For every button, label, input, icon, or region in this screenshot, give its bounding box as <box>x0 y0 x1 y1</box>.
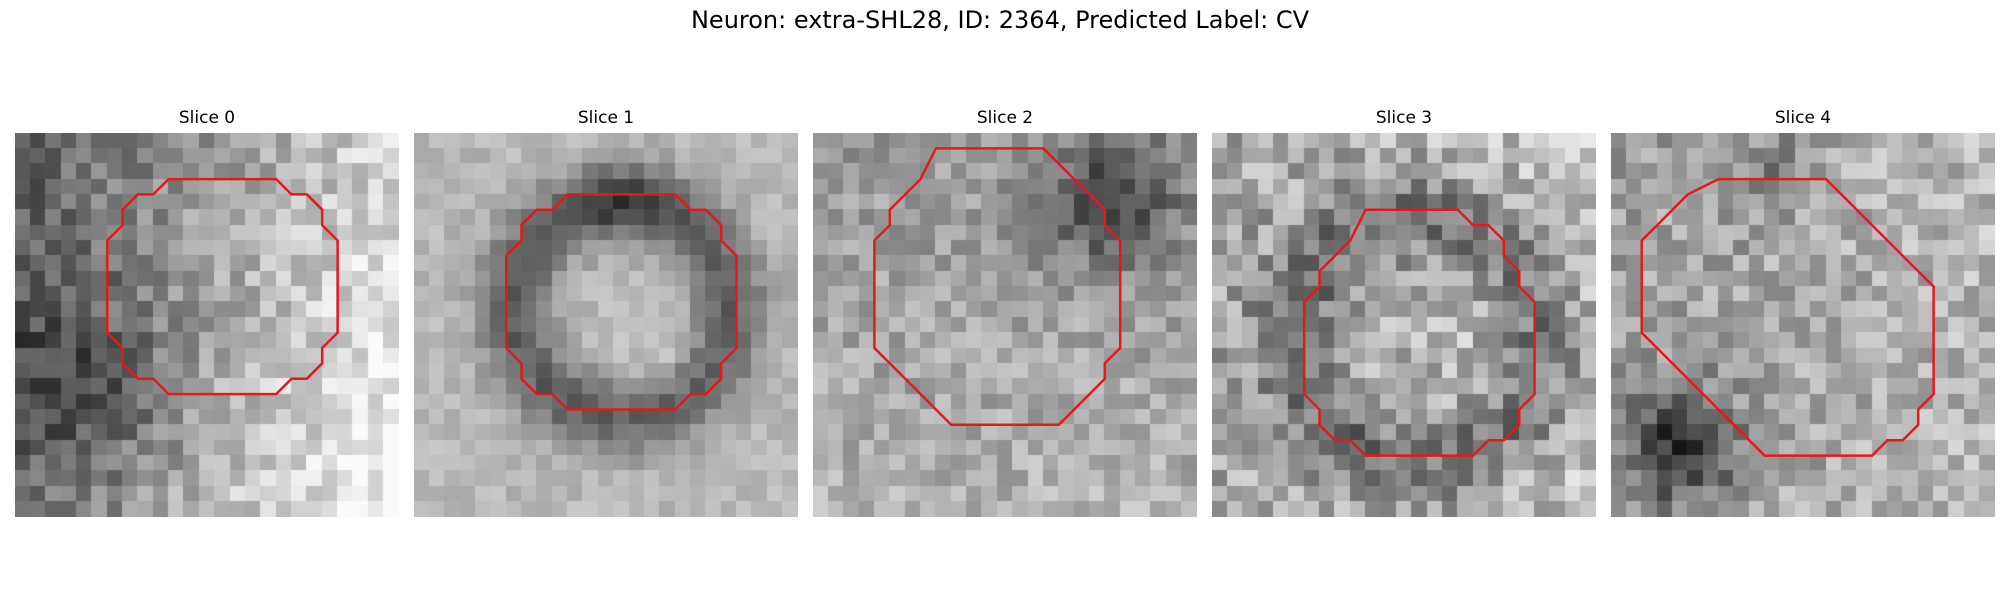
slice-1-contour <box>504 193 738 411</box>
contour-outline <box>504 193 738 411</box>
slice-title-2: Slice 2 <box>976 108 1034 128</box>
slice-2-pixels <box>813 133 1197 517</box>
slice-0-contour <box>105 177 339 396</box>
slice-image-1 <box>414 133 798 517</box>
slice-3-pixels <box>1212 133 1596 517</box>
contour-outline <box>1640 177 1935 457</box>
slice-image-0 <box>15 133 399 517</box>
slice-title-4: Slice 4 <box>1774 108 1832 128</box>
slice-image-4 <box>1611 133 1995 517</box>
slice-image-2 <box>813 133 1197 517</box>
slice-1-pixels <box>414 133 798 517</box>
contour-outline <box>873 147 1122 427</box>
slice-4-pixels <box>1611 133 1995 517</box>
slice-3-contour <box>1302 208 1536 457</box>
slice-title-3: Slice 3 <box>1375 108 1433 128</box>
contour-outline <box>1302 208 1536 457</box>
figure-title: Neuron: extra-SHL28, ID: 2364, Predicted… <box>690 6 1310 34</box>
slice-image-3 <box>1212 133 1596 517</box>
slice-0-pixels <box>15 133 399 517</box>
contour-outline <box>105 177 339 396</box>
slice-title-0: Slice 0 <box>178 108 236 128</box>
slice-title-1: Slice 1 <box>577 108 635 128</box>
slice-2-contour <box>873 147 1122 427</box>
slice-4-contour <box>1640 177 1935 457</box>
